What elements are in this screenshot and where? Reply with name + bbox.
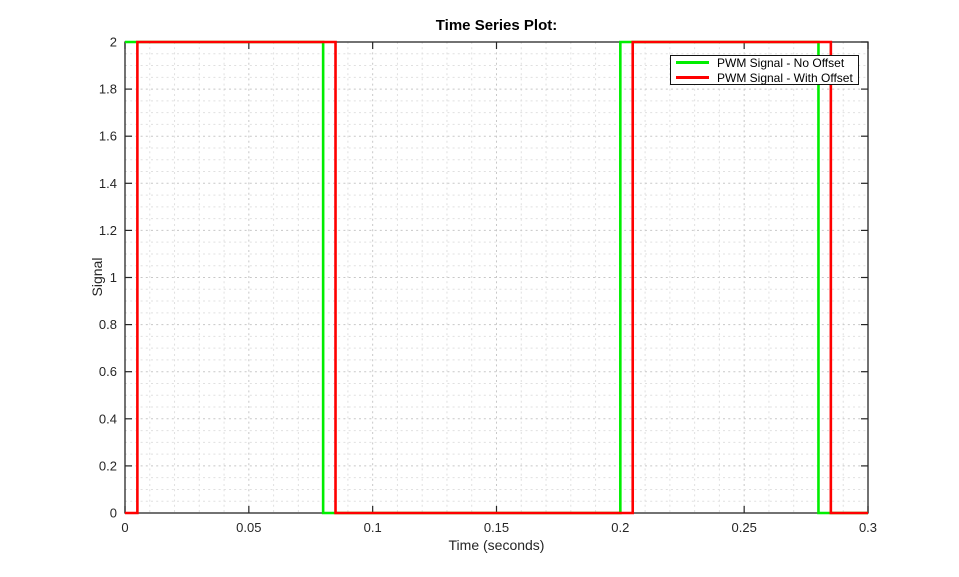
legend-entry: PWM Signal - With Offset — [676, 72, 853, 84]
y-tick-label: 0.6 — [99, 364, 117, 379]
legend-label: PWM Signal - No Offset — [717, 55, 845, 70]
y-tick-label: 0.4 — [99, 411, 117, 426]
y-tick-label: 1.6 — [99, 129, 117, 144]
x-tick-label: 0.15 — [484, 520, 509, 535]
chart-title: Time Series Plot: — [435, 17, 558, 34]
x-axis-label: Time (seconds) — [448, 537, 545, 553]
x-tick-label: 0.3 — [859, 520, 877, 535]
series-line-with-offset — [125, 40, 868, 515]
y-tick-label: 2 — [110, 35, 117, 50]
y-tick-label: 1 — [110, 270, 117, 285]
x-tick-label: 0.1 — [364, 520, 382, 535]
y-tick-label: 0 — [110, 506, 117, 521]
legend-line-sample-green — [676, 61, 709, 64]
x-tick-label: 0 — [121, 520, 128, 535]
legend-label: PWM Signal - With Offset — [717, 70, 853, 85]
y-tick-label: 0.2 — [99, 458, 117, 473]
series-line-no-offset — [125, 40, 868, 515]
tick-labels: 0 0.05 0.1 0.15 0.2 0.25 0.3 0 0.2 0.4 0.6 0.8 1 1.2 1… — [99, 35, 877, 536]
legend-entry: PWM Signal - No Offset — [676, 57, 853, 69]
x-tick-label: 0.2 — [611, 520, 629, 535]
y-tick-label: 1.4 — [99, 176, 117, 191]
y-tick-label: 1.8 — [99, 82, 117, 97]
y-tick-label: 0.8 — [99, 317, 117, 332]
y-axis-label: Signal — [89, 257, 105, 297]
x-tick-label: 0.05 — [236, 520, 261, 535]
legend-line-sample-red — [676, 76, 709, 79]
legend: PWM Signal - No Offset PWM Signal - With… — [670, 55, 859, 85]
grid-lines — [125, 42, 868, 513]
y-tick-label: 1.2 — [99, 223, 117, 238]
x-tick-label: 0.25 — [732, 520, 757, 535]
